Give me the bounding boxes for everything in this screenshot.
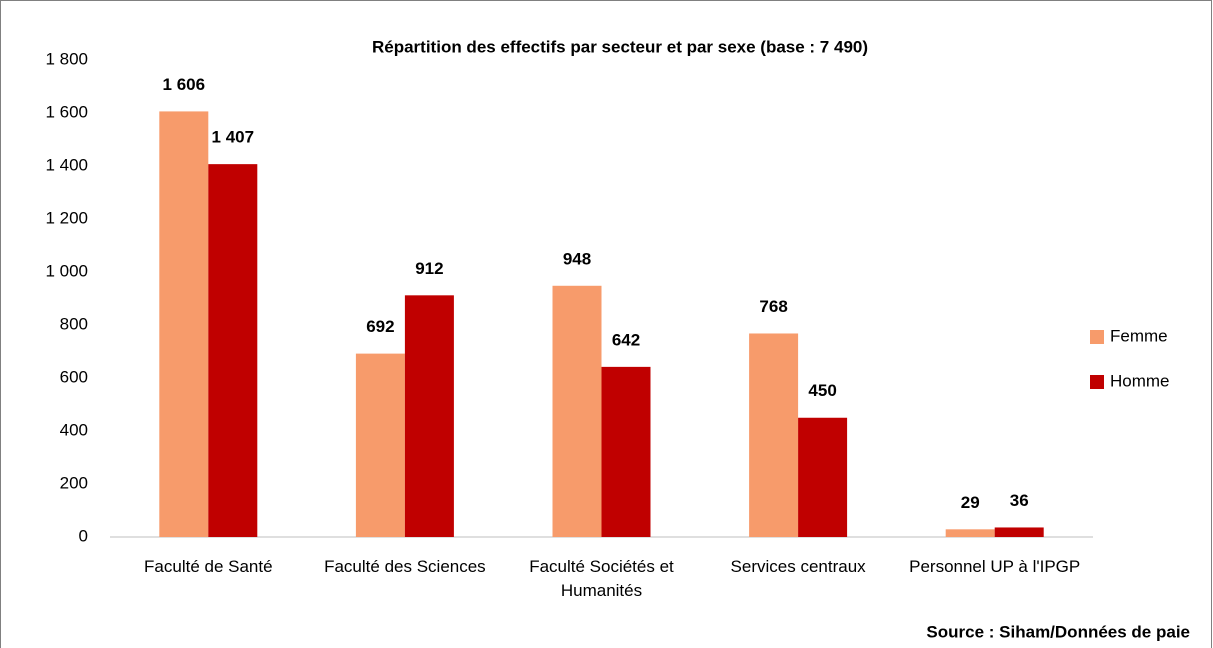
- x-tick-label: Faculté Sociétés et Humanités: [529, 557, 674, 600]
- x-tick-label: Personnel UP à l'IPGP: [909, 557, 1081, 576]
- x-tick-label: Faculté des Sciences: [324, 557, 486, 576]
- bar: [749, 333, 799, 537]
- y-tick-label: 600: [60, 367, 88, 386]
- data-label: 948: [563, 249, 591, 268]
- data-label: 1 606: [163, 75, 206, 94]
- source-note: Source : Siham/Données de paie: [926, 622, 1190, 641]
- x-tick-label: Faculté de Santé: [144, 557, 273, 576]
- bar: [601, 366, 651, 537]
- legend-swatch: [1090, 330, 1104, 344]
- y-tick-label: 400: [60, 420, 88, 439]
- x-tick-label: Services centraux: [730, 557, 866, 576]
- bar: [159, 111, 209, 537]
- bar: [994, 527, 1044, 537]
- legend-label: Femme: [1110, 326, 1168, 345]
- bar: [798, 417, 848, 537]
- data-label: 29: [961, 493, 980, 512]
- legend-swatch: [1090, 375, 1104, 389]
- y-tick-label: 800: [60, 314, 88, 333]
- y-tick-label: 1 000: [45, 261, 88, 280]
- data-label: 912: [415, 259, 443, 278]
- y-tick-label: 1 600: [45, 102, 88, 121]
- bar: [945, 529, 995, 537]
- y-tick-label: 0: [79, 526, 88, 545]
- bar: [208, 164, 258, 537]
- data-label: 768: [759, 297, 787, 316]
- y-tick-label: 1 800: [45, 49, 88, 68]
- data-label: 642: [612, 330, 640, 349]
- data-label: 36: [1010, 491, 1029, 510]
- y-tick-label: 1 200: [45, 208, 88, 227]
- chart-title: Répartition des effectifs par secteur et…: [372, 37, 868, 56]
- bar: [552, 285, 602, 537]
- bar: [404, 295, 454, 537]
- y-tick-label: 200: [60, 473, 88, 492]
- legend-label: Homme: [1110, 371, 1170, 390]
- data-label: 692: [366, 317, 394, 336]
- data-label: 1 407: [212, 128, 255, 147]
- bar: [355, 353, 405, 537]
- y-tick-label: 1 400: [45, 155, 88, 174]
- data-label: 450: [808, 381, 836, 400]
